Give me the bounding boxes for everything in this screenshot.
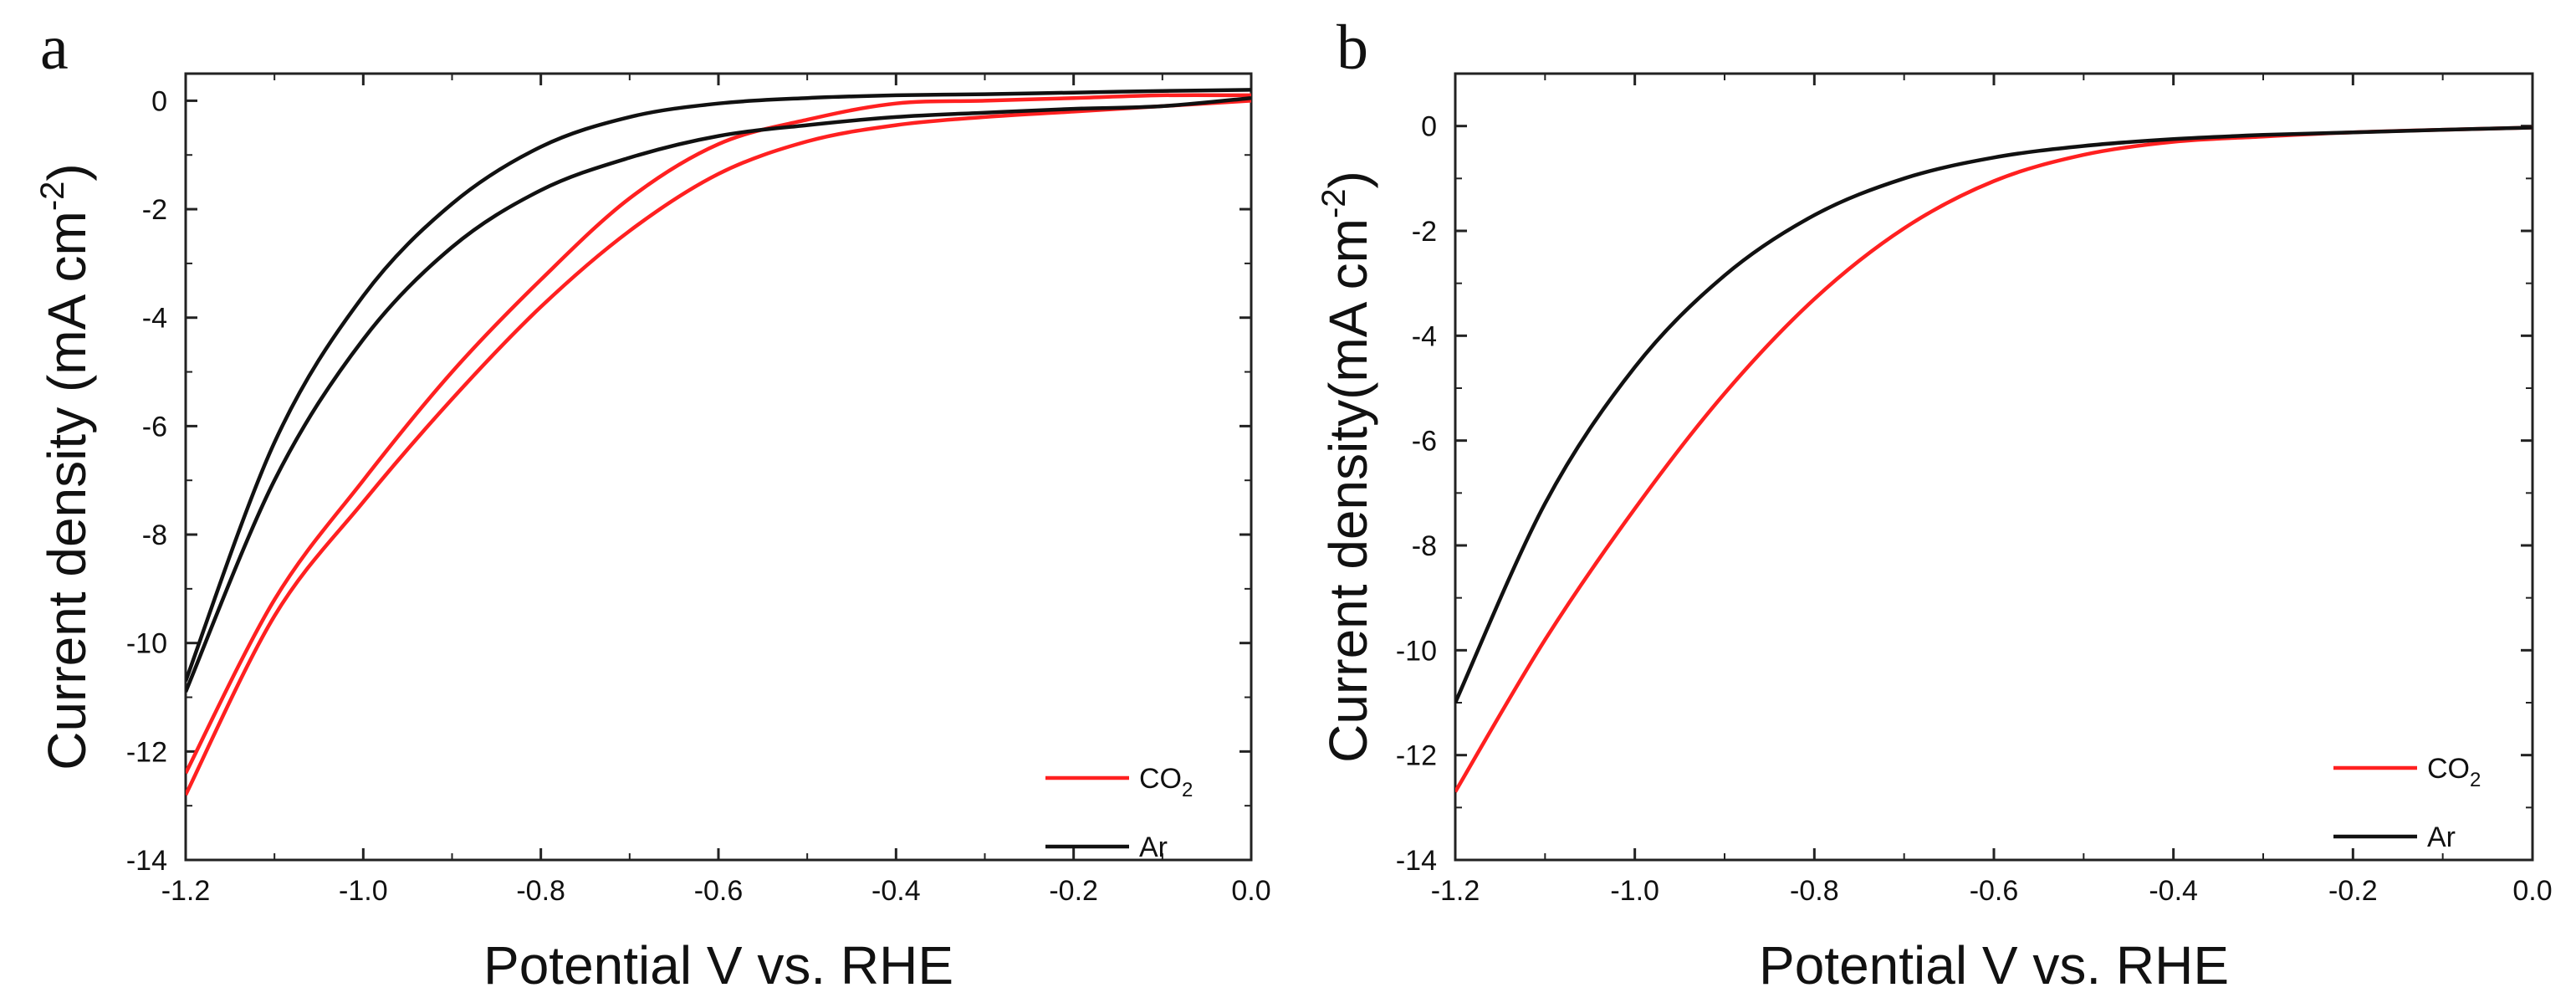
y-tick-label: -14 <box>126 845 167 877</box>
y-tick-label: -6 <box>1412 426 1437 458</box>
legend-label-sub: 2 <box>1182 779 1193 801</box>
x-tick-label: -0.8 <box>516 875 565 907</box>
y-tick-label: -8 <box>142 519 167 551</box>
panel-letter: a <box>40 13 69 83</box>
x-tick-label: -0.2 <box>2328 875 2378 907</box>
y-tick-label: -12 <box>126 736 167 768</box>
plot-frame <box>1454 72 2534 862</box>
x-axis-title: Potential V vs. RHE <box>483 935 953 995</box>
legend-label: Ar <box>2427 821 2456 853</box>
y-axis-title-close: ) <box>1318 171 1378 188</box>
x-tick-label: -0.8 <box>1790 875 1839 907</box>
panel-letter: b <box>1337 13 1368 83</box>
legend-label: Ar <box>1139 832 1168 863</box>
y-tick-label: -2 <box>1412 216 1437 248</box>
y-tick-label: -10 <box>126 628 167 660</box>
panel-a: a -1.2 -1.0 -0.8 -0.6 -0.4 -0.2 0.0 0 -2 -4 -6 -8 -10… <box>34 13 1271 995</box>
y-tick-label: -14 <box>1396 845 1437 877</box>
legend-label-sub: 2 <box>2470 769 2481 791</box>
y-tick-label: 0 <box>1421 111 1437 143</box>
y-tick-label: -2 <box>142 194 167 226</box>
x-tick-label: -0.4 <box>871 875 921 907</box>
legend-label: CO2 <box>2427 753 2481 791</box>
x-tick-label: 0.0 <box>1231 875 1270 907</box>
legend-label-main: CO <box>2427 753 2470 785</box>
y-axis-title-sup: -2 <box>1316 188 1352 218</box>
y-tick-label: -10 <box>1396 635 1437 667</box>
y-axis-title: Current density (mA cm-2) <box>34 163 97 770</box>
y-axis-title: Current density(mA cm-2) <box>1316 171 1378 763</box>
x-tick-label: -0.2 <box>1049 875 1098 907</box>
x-tick-label: -0.6 <box>694 875 744 907</box>
y-axis-title-main: Current density (mA cm <box>37 211 97 770</box>
series-line-co2-return <box>186 93 1251 775</box>
x-tick-label: 0.0 <box>2512 875 2552 907</box>
legend-label-main: Ar <box>2427 821 2456 853</box>
y-tick-label: -12 <box>1396 740 1437 772</box>
x-tick-label: -0.6 <box>1970 875 2019 907</box>
series-line-ar <box>1455 125 2533 704</box>
y-tick-label: 0 <box>151 85 167 117</box>
series-line-co2 <box>186 99 1251 796</box>
x-tick-label: -1.0 <box>1610 875 1659 907</box>
y-axis-title-sup: -2 <box>34 182 71 212</box>
y-tick-label: -8 <box>1412 530 1437 562</box>
series-line-ar-return <box>186 88 1251 682</box>
legend-label-main: CO <box>1139 763 1182 795</box>
y-tick-label: -4 <box>142 303 167 335</box>
x-tick-label: -1.2 <box>161 875 211 907</box>
legend-label-main: Ar <box>1139 832 1168 863</box>
x-tick-label: -1.0 <box>339 875 388 907</box>
legend-label: CO2 <box>1139 763 1193 801</box>
y-tick-label: -6 <box>142 411 167 443</box>
x-tick-label: -1.2 <box>1431 875 1480 907</box>
series-line-ar <box>186 95 1251 693</box>
x-tick-label: -0.4 <box>2149 875 2198 907</box>
plot-frame <box>184 72 1253 862</box>
series-line-co2 <box>1455 125 2533 793</box>
y-tick-label: -4 <box>1412 320 1437 352</box>
panel-b: b -1.2 -1.0 -0.8 -0.6 -0.4 -0.2 0.0 0 -2 -4 -6 -8 -10… <box>1316 13 2553 995</box>
x-axis-title: Potential V vs. RHE <box>1759 935 2229 995</box>
y-axis-title-main: Current density(mA cm <box>1318 218 1378 763</box>
y-axis-title-close: ) <box>37 163 97 181</box>
